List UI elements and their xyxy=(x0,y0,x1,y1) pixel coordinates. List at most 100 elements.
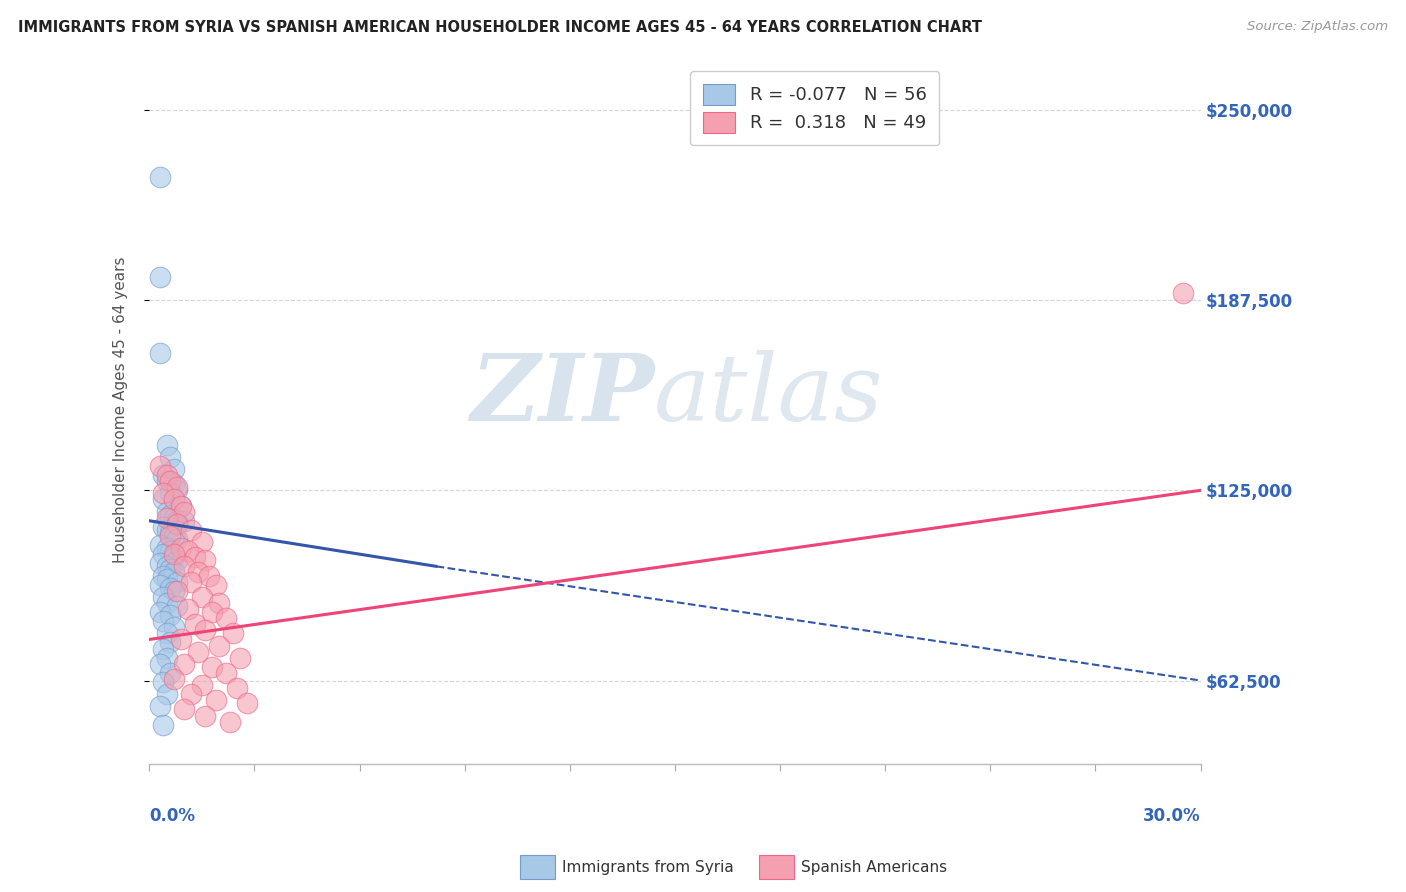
Point xyxy=(170,499,193,513)
Point xyxy=(156,541,179,556)
Point xyxy=(191,535,214,549)
Point xyxy=(159,562,181,576)
Point xyxy=(194,708,217,723)
Point xyxy=(225,681,247,695)
Point xyxy=(166,483,188,498)
Point xyxy=(156,650,179,665)
Legend: R = -0.077   N = 56, R =  0.318   N = 49: R = -0.077 N = 56, R = 0.318 N = 49 xyxy=(690,71,939,145)
Point xyxy=(173,702,195,716)
Point xyxy=(152,641,174,656)
Point xyxy=(163,620,186,634)
Point xyxy=(222,626,245,640)
Point xyxy=(152,614,174,628)
Point xyxy=(156,523,179,537)
Point xyxy=(201,605,224,619)
Point xyxy=(201,660,224,674)
Point xyxy=(236,697,259,711)
Point xyxy=(152,468,174,483)
Point xyxy=(156,438,179,452)
Point xyxy=(173,514,195,528)
Point xyxy=(215,611,238,625)
Point xyxy=(229,650,252,665)
Point xyxy=(1171,285,1194,300)
Point xyxy=(149,346,172,360)
Point xyxy=(156,510,179,524)
Point xyxy=(159,486,181,500)
Point xyxy=(159,525,181,540)
Point xyxy=(152,675,174,690)
Point xyxy=(163,510,186,524)
Point xyxy=(149,577,172,591)
Point xyxy=(166,516,188,531)
Point xyxy=(163,462,186,476)
Text: IMMIGRANTS FROM SYRIA VS SPANISH AMERICAN HOUSEHOLDER INCOME AGES 45 - 64 YEARS : IMMIGRANTS FROM SYRIA VS SPANISH AMERICA… xyxy=(18,20,983,35)
Point xyxy=(218,714,240,729)
Point xyxy=(159,508,181,522)
Point xyxy=(166,532,188,546)
Point xyxy=(163,672,186,686)
Point xyxy=(156,687,179,701)
Point xyxy=(198,568,221,582)
Text: Source: ZipAtlas.com: Source: ZipAtlas.com xyxy=(1247,20,1388,33)
Point xyxy=(163,529,186,543)
Point xyxy=(149,538,172,552)
Point xyxy=(170,499,193,513)
Point xyxy=(152,717,174,731)
Text: Spanish Americans: Spanish Americans xyxy=(801,860,948,874)
Point xyxy=(156,559,179,574)
Point xyxy=(173,657,195,671)
Point xyxy=(166,599,188,613)
Point xyxy=(159,474,181,488)
Point xyxy=(156,572,179,586)
Point xyxy=(149,605,172,619)
Point xyxy=(163,550,186,565)
Point xyxy=(152,520,174,534)
Point xyxy=(205,577,228,591)
Point xyxy=(177,602,200,616)
Point xyxy=(166,574,188,589)
Point xyxy=(205,693,228,707)
Point xyxy=(152,547,174,561)
Y-axis label: Householder Income Ages 45 - 64 years: Householder Income Ages 45 - 64 years xyxy=(114,256,128,563)
Point xyxy=(166,514,188,528)
Point xyxy=(156,474,179,488)
Point xyxy=(184,550,207,565)
Text: Immigrants from Syria: Immigrants from Syria xyxy=(562,860,734,874)
Point xyxy=(194,624,217,638)
Point xyxy=(156,505,179,519)
Point xyxy=(159,544,181,558)
Point xyxy=(191,590,214,604)
Point xyxy=(180,523,202,537)
Point xyxy=(191,678,214,692)
Point xyxy=(152,590,174,604)
Point xyxy=(166,553,188,567)
Point xyxy=(159,450,181,464)
Point xyxy=(156,468,179,483)
Point xyxy=(173,505,195,519)
Point xyxy=(184,617,207,632)
Point xyxy=(163,583,186,598)
Point xyxy=(163,492,186,507)
Point xyxy=(163,477,186,491)
Point xyxy=(194,553,217,567)
Point xyxy=(208,596,231,610)
Point xyxy=(170,541,193,556)
Point xyxy=(166,480,188,494)
Point xyxy=(152,492,174,507)
Point xyxy=(163,547,186,561)
Point xyxy=(159,529,181,543)
Point xyxy=(170,632,193,647)
Text: 30.0%: 30.0% xyxy=(1143,807,1201,825)
Point xyxy=(180,687,202,701)
Point xyxy=(149,270,172,285)
Point xyxy=(187,645,209,659)
Point xyxy=(208,639,231,653)
Text: atlas: atlas xyxy=(654,351,883,441)
Point xyxy=(149,169,172,184)
Point xyxy=(149,458,172,473)
Point xyxy=(180,574,202,589)
Point xyxy=(187,566,209,580)
Point xyxy=(166,583,188,598)
Point xyxy=(159,608,181,623)
Point xyxy=(149,699,172,714)
